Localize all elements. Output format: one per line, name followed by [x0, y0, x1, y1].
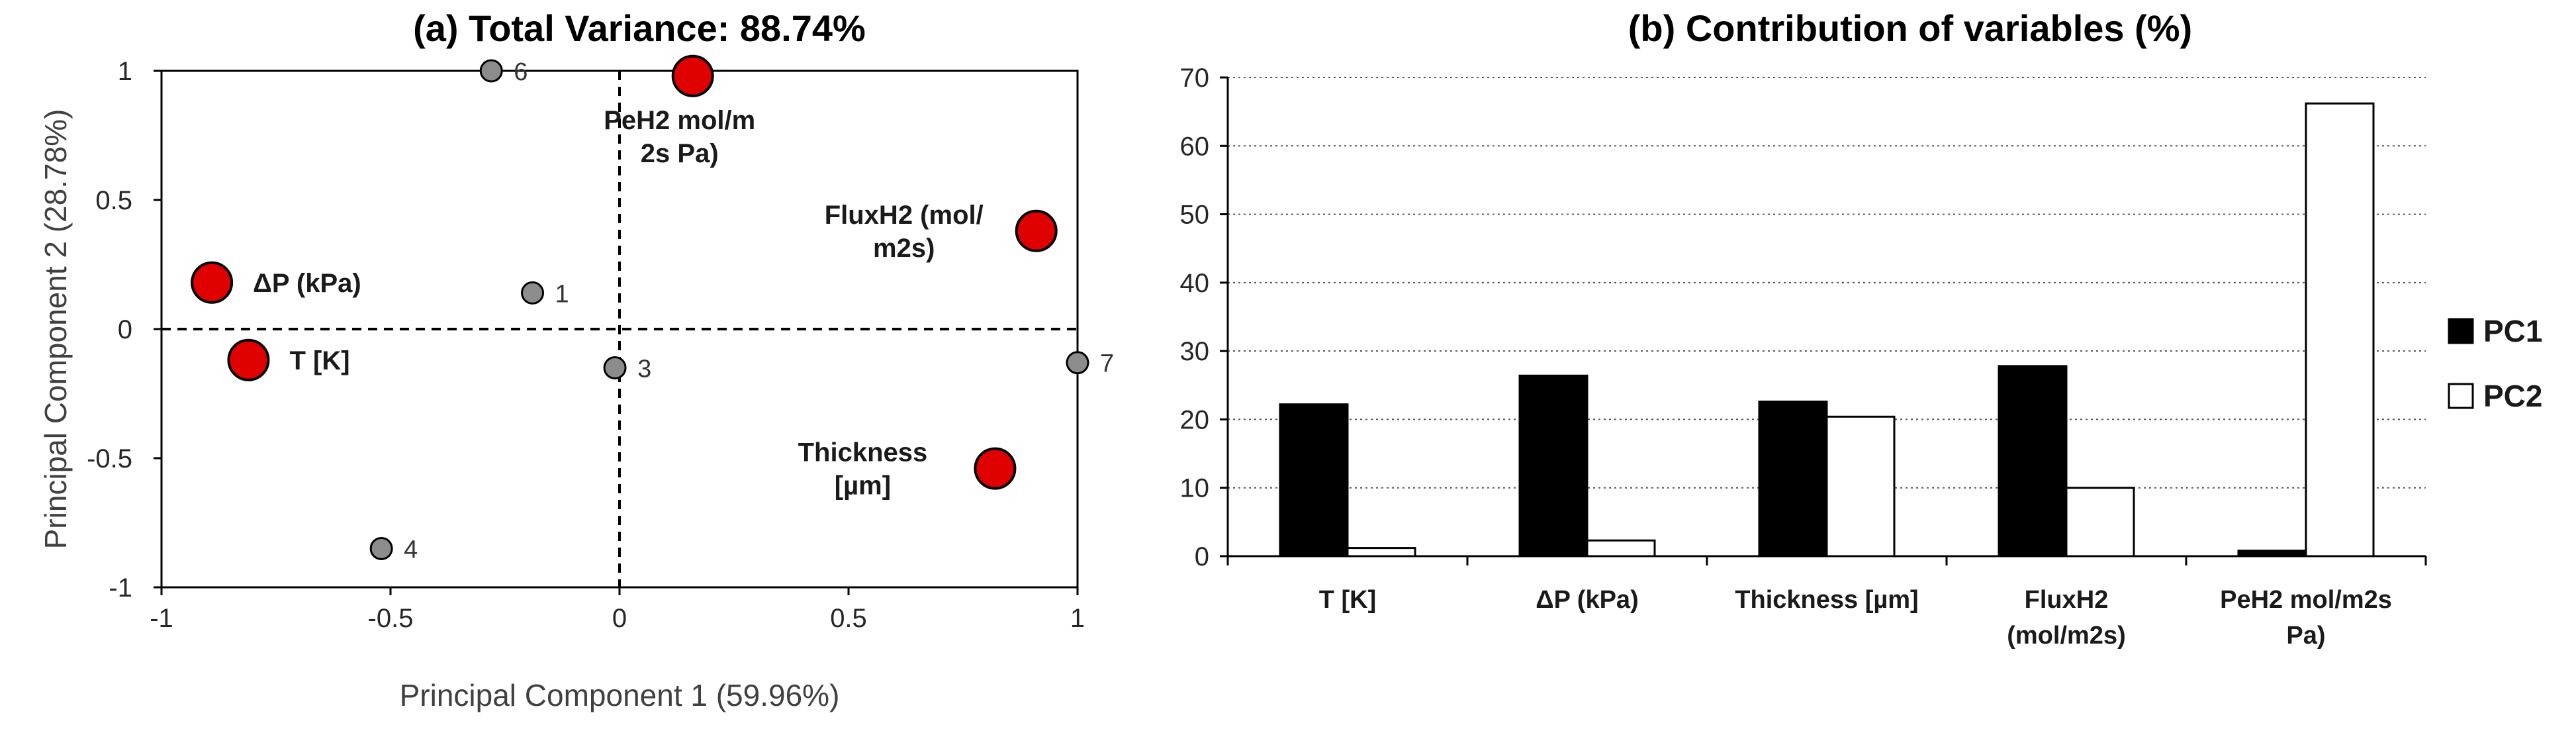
legend-swatch-pc2 — [2448, 383, 2474, 409]
category-label: (mol/m2s) — [2007, 622, 2125, 650]
category-label: T [K] — [1319, 586, 1377, 614]
observation-point-4 — [369, 537, 393, 560]
variable-label: 2s Pa) — [641, 139, 719, 168]
bar-pc1 — [1998, 365, 2068, 558]
observation-label-7: 7 — [1100, 350, 1114, 378]
x-tick-label: -1 — [150, 604, 173, 633]
bar-pc1 — [2237, 550, 2307, 558]
legend-label-pc2: PC2 — [2483, 379, 2542, 413]
pca-biplot: (a) Total Variance: 88.74% -1 -0.5 0 0.5 1 1 0… — [38, 7, 1114, 712]
bar-pc2 — [1586, 539, 1656, 558]
variable-label: m2s) — [873, 234, 935, 263]
x-tick-label: 0.5 — [830, 604, 867, 633]
x-tick-label: 1 — [1070, 604, 1085, 633]
y-tick-label: -1 — [109, 573, 132, 603]
observation-label-4: 4 — [404, 536, 418, 564]
biplot-x-axis-label: Principal Component 1 (59.96%) — [400, 678, 840, 712]
y-tick-label: 10 — [1180, 474, 1210, 503]
variable-point — [974, 447, 1017, 490]
category-label: FluxH2 — [2025, 586, 2109, 614]
bar-pc1 — [1518, 374, 1588, 558]
biplot-observations: 6 1 3 7 4 — [369, 58, 1114, 564]
observation-point-3 — [603, 356, 627, 379]
contribution-bar-chart: (b) Contribution of variables (%) 0 10 20 3… — [1180, 7, 2543, 650]
observation-label-1: 1 — [555, 280, 569, 308]
legend-label-pc1: PC1 — [2483, 314, 2542, 348]
y-tick-label: 70 — [1180, 64, 1210, 93]
bar-pc1 — [1279, 403, 1349, 558]
biplot-variables: ΔP (kPa) T [K] PeH2 mol/m 2s Pa) FluxH2 (mol… — [191, 54, 1058, 501]
biplot-axes: -1 -0.5 0 0.5 1 1 0.5 0 -0.5 -1 — [87, 57, 1085, 633]
y-tick-label: 40 — [1180, 269, 1210, 298]
variable-label: [µm] — [835, 471, 891, 501]
bar-pc2 — [2065, 487, 2135, 558]
y-tick-label: 0 — [1195, 542, 1209, 571]
y-tick-label: 50 — [1180, 201, 1210, 230]
y-tick-label: 0 — [118, 315, 132, 344]
bar-chart-bars — [1279, 102, 2375, 558]
category-label: ΔP (kPa) — [1536, 586, 1638, 614]
y-tick-label: 0.5 — [95, 186, 132, 215]
category-label: Pa) — [2286, 622, 2325, 650]
bar-pc2 — [2305, 102, 2375, 558]
variable-point — [227, 338, 270, 381]
y-tick-label: -0.5 — [87, 444, 132, 473]
variable-label: T [K] — [289, 346, 349, 375]
observation-point-1 — [521, 281, 545, 305]
observation-point-7 — [1066, 351, 1089, 375]
biplot-title: (a) Total Variance: 88.74% — [413, 7, 866, 49]
bar-pc2 — [1346, 547, 1416, 558]
y-tick-label: 20 — [1180, 405, 1210, 434]
observation-label-3: 3 — [637, 356, 651, 383]
bar-chart-legend: PC1 PC2 — [2448, 314, 2542, 413]
bar-pc1 — [1758, 401, 1828, 558]
y-tick-label: 30 — [1180, 337, 1210, 366]
variable-point — [191, 261, 234, 304]
x-tick-label: 0 — [612, 604, 627, 633]
observation-label-6: 6 — [514, 58, 528, 86]
bar-chart-category-labels: T [K] ΔP (kPa) Thickness [µm] FluxH2 (mol/m2… — [1319, 586, 2392, 650]
variable-point — [671, 54, 714, 97]
biplot-y-axis-label: Principal Component 2 (28.78%) — [38, 109, 73, 550]
variable-point — [1015, 209, 1058, 252]
biplot-reference-lines — [161, 71, 1078, 587]
observation-point-6 — [479, 59, 503, 83]
x-tick-label: -0.5 — [368, 604, 414, 633]
bar-chart-title: (b) Contribution of variables (%) — [1628, 7, 2192, 49]
bar-pc2 — [1825, 415, 1896, 558]
variable-label: Thickness — [798, 438, 928, 467]
legend-swatch-pc1 — [2448, 318, 2474, 344]
variable-label: PeH2 mol/m — [604, 106, 755, 135]
variable-label: ΔP (kPa) — [253, 269, 361, 298]
category-label: Thickness [µm] — [1735, 586, 1918, 614]
y-tick-label: 60 — [1180, 132, 1210, 161]
variable-label: FluxH2 (mol/ — [825, 201, 984, 230]
category-label: PeH2 mol/m2s — [2220, 586, 2392, 614]
y-tick-label: 1 — [118, 57, 132, 86]
